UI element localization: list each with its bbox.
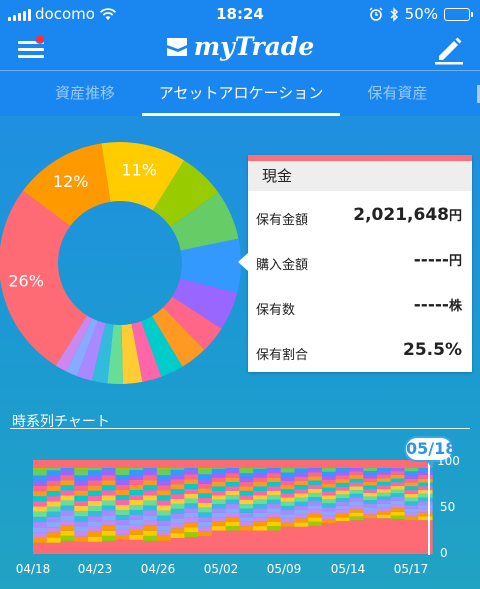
chart-cursor-line[interactable] (428, 462, 430, 555)
detail-row-holding-amount: 保有金額 2,021,648円 (248, 205, 472, 229)
y-tick-label: 0 (440, 546, 448, 560)
detail-unit: 円 (448, 254, 462, 269)
tab-bar: 資産推移 アセットアロケーション 保有資産 (0, 70, 480, 117)
tab-scroll-indicator (477, 85, 480, 103)
detail-unit: 円 (448, 209, 462, 224)
detail-number: ----- (413, 250, 449, 270)
logo-mark-icon (166, 38, 187, 56)
detail-label: 購入金額 (256, 258, 309, 273)
detail-number: 2,021,648 (353, 205, 449, 225)
hamburger-menu-icon[interactable] (18, 34, 46, 60)
wifi-icon (99, 8, 116, 20)
timeseries-divider (10, 428, 470, 429)
x-tick-label: 05/09 (266, 562, 302, 576)
tab-holdings[interactable]: 保有資産 (367, 84, 428, 102)
x-tick-label: 05/02 (203, 562, 239, 576)
holding-detail-card: 現金 保有金額 2,021,648円 購入金額 -----円 保有数 -----… (238, 155, 472, 372)
x-tick-label: 04/26 (140, 562, 176, 576)
app-header: myTrade (0, 28, 480, 70)
detail-value: 25.5% (403, 340, 462, 360)
detail-label: 保有数 (256, 303, 296, 318)
status-left: docomo (8, 5, 117, 23)
pencil-icon[interactable] (432, 32, 466, 66)
detail-row-purchase-amount: 購入金額 -----円 (248, 250, 472, 274)
card-accent-bar (248, 155, 472, 161)
notification-dot (35, 34, 45, 44)
card-title: 現金 (248, 161, 472, 191)
status-bar: docomo 18:24 50% (0, 0, 480, 28)
detail-row-quantity: 保有数 -----株 (248, 295, 472, 319)
alarm-icon (369, 7, 383, 21)
brand-name: myTrade (193, 32, 315, 61)
tab-asset-trend[interactable]: 資産推移 (54, 84, 115, 102)
x-tick-label: 05/17 (393, 562, 429, 576)
x-tick-label: 04/18 (15, 562, 51, 576)
tab-asset-allocation[interactable]: アセットアロケーション (158, 84, 324, 102)
detail-number: ----- (413, 295, 449, 315)
detail-number: 25.5% (403, 340, 462, 360)
status-time: 18:24 (216, 5, 264, 23)
active-tab-indicator (142, 113, 340, 117)
timeseries-title: 時系列チャート (12, 414, 110, 430)
app-logo: myTrade (0, 32, 480, 61)
bluetooth-icon (390, 6, 398, 22)
detail-unit: 株 (448, 299, 462, 314)
x-tick-label: 05/14 (330, 562, 366, 576)
detail-row-ratio: 保有割合 25.5% (248, 340, 472, 364)
detail-label: 保有金額 (256, 213, 309, 228)
battery-percent: 50% (404, 5, 438, 23)
detail-value: -----株 (414, 295, 462, 315)
detail-label: 保有割合 (256, 348, 309, 363)
status-right: 50% (369, 5, 473, 23)
y-tick-label: 50 (440, 500, 456, 514)
battery-icon (444, 7, 473, 21)
selected-date-badge: 05/18 (404, 436, 456, 467)
x-tick-label: 04/23 (77, 562, 113, 576)
y-tick-label: 100 (437, 454, 460, 468)
carrier-label: docomo (35, 5, 95, 23)
detail-value: -----円 (414, 250, 462, 270)
detail-value: 2,021,648円 (353, 205, 462, 225)
signal-icon (8, 8, 31, 21)
